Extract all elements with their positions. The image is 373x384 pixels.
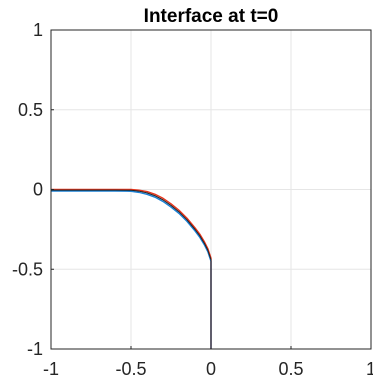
x-tick-label: 0.5 — [278, 359, 303, 379]
y-axis-tick-labels: -1 -0.5 0 0.5 1 — [12, 20, 43, 359]
plot-series — [51, 188, 212, 349]
x-tick-label: 0 — [206, 359, 216, 379]
y-tick-label: 0.5 — [18, 100, 43, 120]
y-tick-label: -1 — [27, 339, 43, 359]
x-tick-label: -0.5 — [115, 359, 146, 379]
chart-title: Interface at t=0 — [144, 6, 279, 27]
y-tick-label: 1 — [33, 20, 43, 40]
series-line-3 — [51, 189, 212, 349]
y-tick-label: 0 — [33, 180, 43, 200]
x-axis-tick-labels: -1 -0.5 0 0.5 1 — [43, 359, 373, 379]
x-tick-label: 1 — [366, 359, 373, 379]
x-tick-label: -1 — [43, 359, 59, 379]
y-tick-label: -0.5 — [12, 259, 43, 279]
axis-ticks — [50, 29, 372, 350]
